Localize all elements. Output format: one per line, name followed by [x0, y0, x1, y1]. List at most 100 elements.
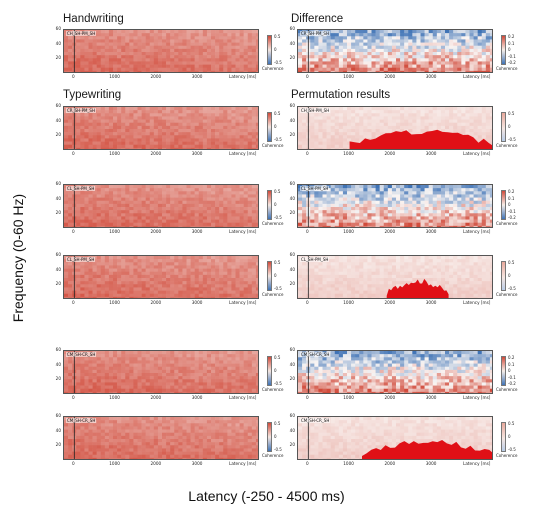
heatmap-cell [170, 141, 175, 146]
heatmap-cell [133, 287, 138, 291]
heatmap-cell [186, 259, 191, 263]
heatmap-cell [391, 207, 397, 211]
heatmap-cell [133, 30, 138, 34]
heatmap-cell [215, 52, 220, 56]
heatmap-cell [481, 222, 487, 227]
heatmap-cell [121, 61, 126, 65]
heatmap-cell [113, 147, 118, 149]
heatmap-cell [465, 219, 470, 224]
heatmap-cell [383, 42, 389, 47]
heatmap-cell [255, 36, 258, 40]
heatmap-cell [198, 265, 204, 269]
heatmap-cell [64, 225, 69, 227]
heatmap-cell [80, 290, 85, 295]
heatmap-cell [432, 207, 438, 211]
heatmap-cell [449, 33, 454, 37]
heatmap-cell [68, 293, 73, 298]
heatmap-cell [420, 200, 425, 205]
heatmap-cell [255, 271, 258, 276]
heatmap-cell [186, 293, 191, 298]
heatmap-cell [481, 207, 487, 211]
heatmap-cell [174, 110, 179, 114]
heatmap-cell [141, 70, 146, 72]
heatmap-cell [247, 287, 253, 291]
colorbar [501, 190, 506, 220]
heatmap-cell [355, 132, 360, 136]
heatmap-cell [445, 70, 450, 72]
heatmap-cell [251, 219, 257, 224]
heatmap-cell [166, 194, 171, 198]
heatmap-cell [251, 207, 257, 211]
heatmap-cell [186, 30, 191, 34]
heatmap-cell [133, 271, 138, 276]
heatmap-cell [162, 39, 167, 43]
heatmap-cell [88, 194, 93, 198]
heatmap-cell [461, 42, 466, 47]
heatmap-cell [363, 61, 368, 65]
heatmap-cell [133, 144, 138, 149]
heatmap-cell [481, 58, 487, 62]
heatmap-cell [211, 259, 216, 263]
heatmap-cell [157, 207, 163, 211]
plot-tag: CL_SH-PM_SH [66, 186, 96, 191]
heatmap-cell [457, 194, 462, 198]
heatmap-cell [194, 30, 200, 34]
heatmap-cell [202, 147, 208, 149]
heatmap-cell [334, 262, 340, 266]
heatmap-cell [133, 116, 138, 120]
heatmap-cell [190, 216, 195, 220]
heatmap-cell [84, 194, 89, 198]
heatmap-cell [359, 125, 364, 130]
heatmap-cell [125, 265, 130, 269]
heatmap-cell [469, 262, 474, 266]
heatmap-cell [440, 55, 446, 59]
heatmap-cell [129, 203, 134, 208]
heatmap-cell [347, 70, 352, 72]
heatmap-cell [117, 203, 122, 208]
heatmap-cell [76, 213, 81, 217]
heatmap-cell [117, 61, 122, 65]
heatmap-cell [412, 222, 417, 227]
heatmap-cell [255, 129, 258, 133]
heatmap-cell [424, 216, 429, 220]
heatmap-cell [326, 39, 331, 43]
heatmap-cell [255, 61, 258, 65]
heatmap-cell [371, 70, 376, 72]
heatmap-cell [198, 129, 204, 133]
heatmap-cell [202, 144, 208, 149]
heatmap-cell [310, 207, 315, 211]
heatmap-cell [334, 210, 340, 214]
heatmap-cell [363, 125, 368, 130]
heatmap-cell [440, 219, 446, 224]
heatmap-cell [235, 48, 240, 53]
heatmap-cell [355, 125, 360, 130]
heatmap-cell [80, 42, 85, 47]
heatmap-cell [194, 216, 200, 220]
heatmap-cell [239, 265, 244, 269]
heatmap-cell [133, 278, 138, 282]
heatmap-cell [178, 144, 183, 149]
heatmap-cell [469, 107, 474, 111]
heatmap-cell [190, 281, 195, 285]
heatmap-cell [68, 42, 73, 47]
heatmap-cell [76, 268, 81, 273]
heatmap-cell [194, 107, 200, 111]
heatmap-cell [80, 61, 85, 65]
heatmap-cell [178, 116, 183, 120]
heatmap-cell [342, 113, 348, 117]
heatmap-cell [489, 36, 492, 40]
heatmap-cell [461, 36, 466, 40]
heatmap-cell [149, 256, 155, 260]
heatmap-cell [190, 207, 195, 211]
heatmap-cell [453, 262, 458, 266]
heatmap-cell [149, 191, 155, 195]
heatmap-cell [453, 61, 458, 65]
heatmap-cell [235, 138, 240, 142]
heatmap-cell [157, 30, 163, 34]
heatmap-cell [461, 213, 466, 217]
heatmap-cell [310, 67, 315, 72]
heatmap-cell [347, 30, 352, 34]
heatmap-cell [76, 122, 81, 127]
heatmap-cell [375, 61, 380, 65]
heatmap-cell [215, 113, 220, 117]
